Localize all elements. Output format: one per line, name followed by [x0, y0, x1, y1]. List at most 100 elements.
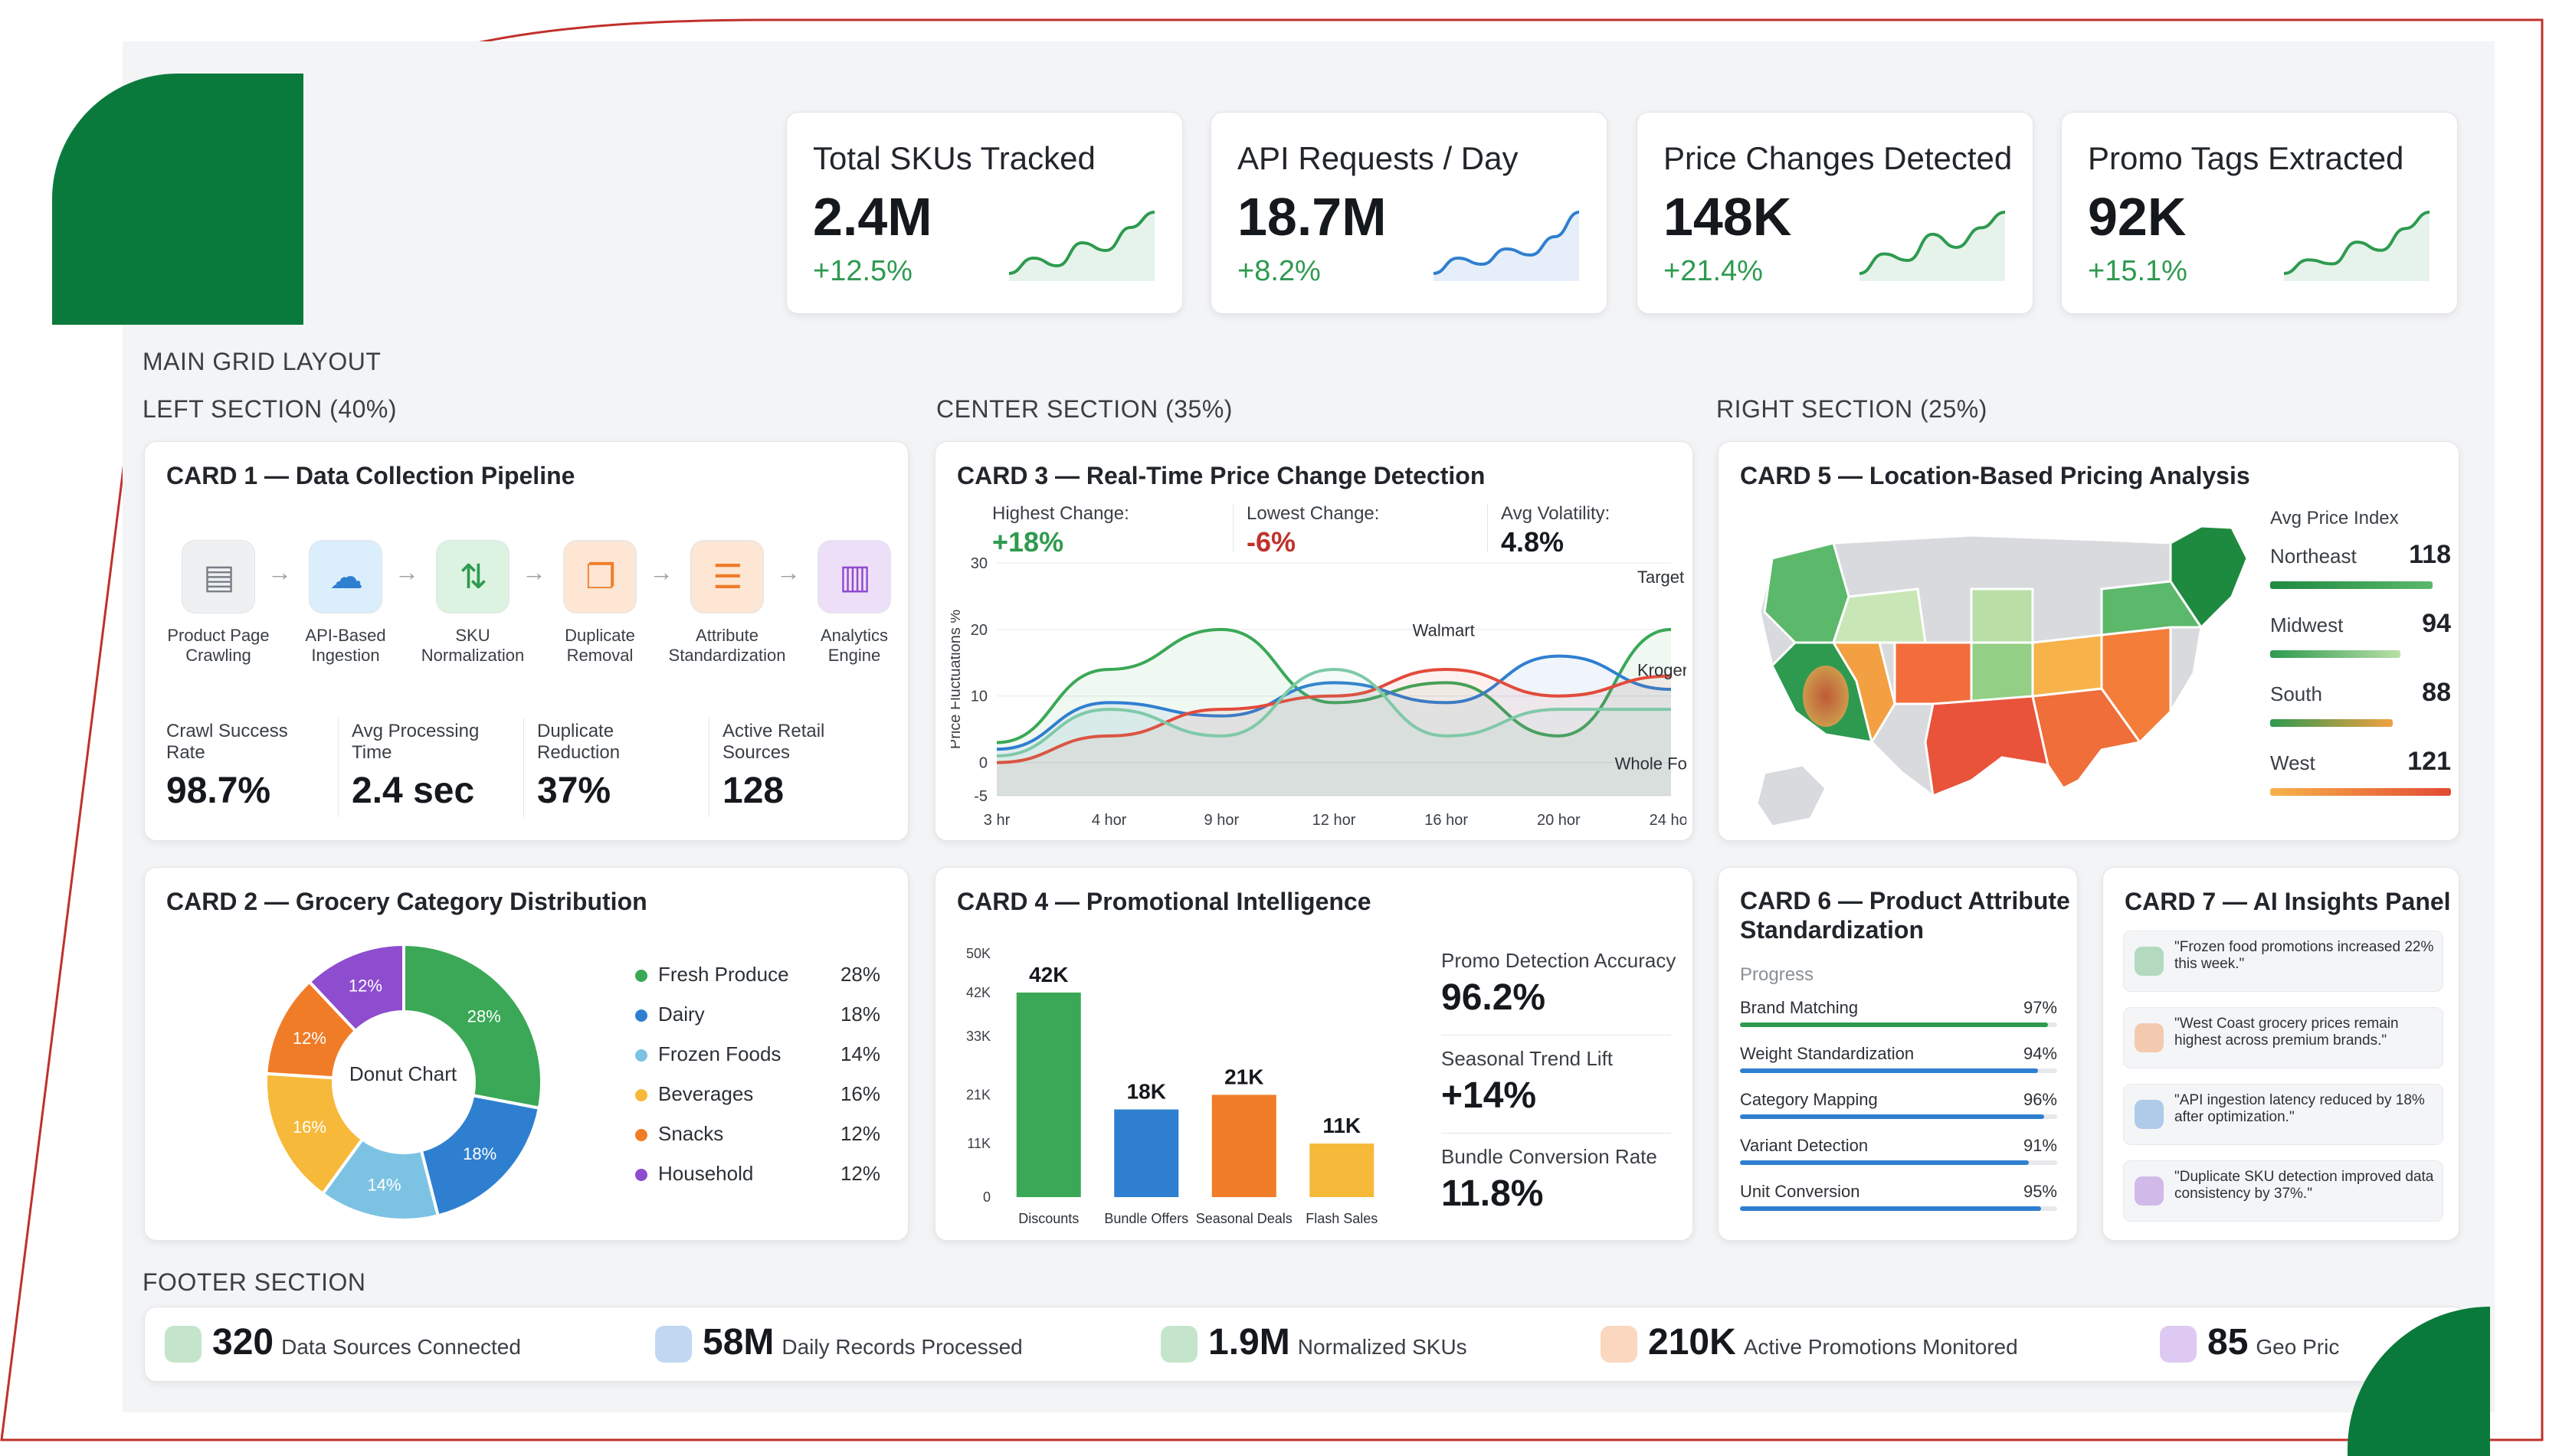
kpi-title: API Requests / Day [1237, 140, 1519, 176]
donut-center-label: Donut Chart [349, 1062, 457, 1085]
pipeline-stat-label: Avg Processing Time [352, 721, 480, 763]
legend-swatch [635, 1129, 647, 1142]
kpi-delta: +12.5% [813, 255, 913, 287]
promo-bar [1114, 1109, 1179, 1197]
promo-metric-label: Promo Detection Accuracy [1441, 949, 1676, 972]
footer-stat: 210K Active Promotions Monitored [1601, 1318, 2137, 1366]
progress-fill [1740, 1022, 2048, 1027]
sparkline-line [2283, 211, 2430, 275]
legend-item: Frozen Foods 14% [635, 1042, 880, 1066]
footer-label: Data Sources Connected [281, 1335, 521, 1359]
progress-fill [1740, 1206, 2042, 1211]
volatility-stat-label: Highest Change: [992, 503, 1129, 524]
bar-category-label: Bundle Offers [1104, 1211, 1188, 1226]
series-area [997, 629, 1671, 796]
x-tick-label: 20 hor [1537, 812, 1581, 829]
card-price-change-detection: CARD 3 — Real-Time Price Change Detectio… [935, 441, 1693, 841]
bar-category-label: Flash Sales [1306, 1211, 1378, 1226]
product-page-icon: ▤ [182, 540, 255, 613]
series-label: Walmart [1413, 621, 1475, 640]
legend-name: Dairy [658, 1003, 705, 1026]
insight-text: "Duplicate SKU detection improved data c… [2174, 1169, 2434, 1202]
region-value: 121 [2407, 747, 2451, 776]
y-tick-label: 50K [966, 946, 991, 961]
y-tick-label: 33K [966, 1029, 991, 1044]
kpi-card: Price Changes Detected 148K +21.4% [1637, 112, 2033, 314]
bar-data-label: 42K [1029, 963, 1068, 986]
pipeline-stat-value: 98.7% [166, 771, 271, 811]
y-axis-label: Price Fluctuations % [951, 610, 964, 750]
card-promotional-intelligence: CARD 4 — Promotional Intelligence 0 11K 21… [935, 867, 1693, 1241]
card-location-pricing: CARD 5 — Location-Based Pricing Analysis… [1718, 441, 2459, 841]
footer-stat-value: 320 Data Sources Connected [212, 1321, 521, 1363]
series-line [996, 667, 1672, 764]
y-tick-label: 21K [966, 1087, 991, 1102]
donut-slice [264, 1072, 365, 1196]
footer-stat: 1.9M Normalized SKUs [1161, 1318, 1697, 1366]
attribute-percent: 91% [2023, 1136, 2057, 1155]
card7-title: CARD 7 — AI Insights Panel [2125, 888, 2451, 915]
pipeline-arrow-icon: → [267, 558, 292, 586]
donut-slice [419, 1093, 542, 1218]
footer-stat: 58M Daily Records Processed [655, 1318, 1191, 1366]
footer-stat-value: 58M Daily Records Processed [703, 1321, 1023, 1363]
pipeline-step-label: API-Based Ingestion [305, 626, 386, 665]
promo-metric-value: 96.2% [1441, 977, 1546, 1018]
card6-title: CARD 6 — Product Attribute Standardizati… [1740, 887, 2070, 944]
legend-item: Fresh Produce 28% [635, 963, 880, 986]
promo-bar [1016, 992, 1081, 1197]
legend-percent: 28% [840, 963, 880, 986]
progress-fill [1740, 1114, 2045, 1119]
y-tick-label: 10 [971, 689, 988, 705]
sliders-icon-glyph: ☰ [713, 558, 743, 596]
kpi-card: Total SKUs Tracked 2.4M +12.5% [786, 112, 1183, 314]
sparkline-area [2284, 212, 2430, 281]
pipeline-stat-label: Active Retail Sources [722, 721, 825, 763]
lightning-icon [2135, 1100, 2164, 1129]
insight-item: "API ingestion latency reduced by 18% af… [2123, 1084, 2443, 1145]
pipeline-stat-value: 128 [722, 771, 785, 811]
legend-percent: 14% [840, 1042, 880, 1065]
donut-slice-label: 28% [467, 1006, 501, 1026]
legend-swatch [635, 1049, 647, 1062]
promo-metric-value: 11.8% [1441, 1173, 1544, 1214]
promotions-bar-chart: 0 11K 21K 33K 42K 50K 42K Discounts 18K Bundle Of… [966, 946, 1378, 1226]
legend-percent: 18% [840, 1003, 880, 1026]
pipeline-step-label: Product Page Crawling [167, 626, 270, 665]
footer-value: 85 [2207, 1322, 2249, 1363]
region-bar [2270, 719, 2394, 727]
y-tick-label: 0 [983, 1189, 991, 1205]
footer-value: 210K [1648, 1322, 1736, 1363]
donut-slice [306, 942, 405, 1033]
kpi-sparkline [1433, 211, 1580, 281]
footer-section-label: FOOTER SECTION [143, 1268, 366, 1296]
promo-metric-value: +14% [1441, 1075, 1537, 1116]
pipeline-step-label: SKU Normalization [421, 626, 525, 665]
region-value: 118 [2409, 540, 2451, 569]
series-line [996, 654, 1672, 751]
legend-name: Frozen Foods [658, 1042, 781, 1065]
copy-icon: ❐ [563, 540, 637, 613]
promo-metric-label: Bundle Conversion Rate [1441, 1145, 1657, 1168]
cloud-upload-icon-glyph: ☁ [329, 558, 363, 596]
x-tick-label: 16 hor [1424, 812, 1468, 829]
footer-value: 320 [212, 1322, 274, 1363]
kpi-value: 2.4M [813, 187, 932, 247]
sparkline-area [1009, 212, 1155, 281]
legend-name: Snacks [658, 1122, 724, 1145]
volatility-stat-label: Avg Volatility: [1501, 503, 1610, 524]
x-tick-label: 4 hor [1092, 812, 1127, 829]
donut-slice [402, 942, 543, 1111]
pipeline-stat-label: Crawl Success Rate [166, 721, 288, 763]
footer-label: Daily Records Processed [781, 1335, 1023, 1359]
grid-icon [1161, 1326, 1198, 1363]
kpi-value: 148K [1663, 187, 1792, 247]
progress-fill [1740, 1160, 2029, 1165]
region-value: 88 [2422, 678, 2451, 707]
metric-divider [1441, 1035, 1671, 1036]
card-category-distribution: CARD 2 — Grocery Category Distribution 2… [144, 867, 909, 1241]
pipeline-arrow-icon: → [649, 558, 673, 586]
insight-text: "West Coast grocery prices remain highes… [2174, 1016, 2399, 1049]
pipeline-arrow-icon: → [522, 558, 546, 586]
sparkline-line [1859, 211, 2006, 275]
